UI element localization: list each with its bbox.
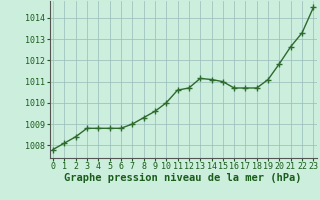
X-axis label: Graphe pression niveau de la mer (hPa): Graphe pression niveau de la mer (hPa) (64, 173, 302, 183)
